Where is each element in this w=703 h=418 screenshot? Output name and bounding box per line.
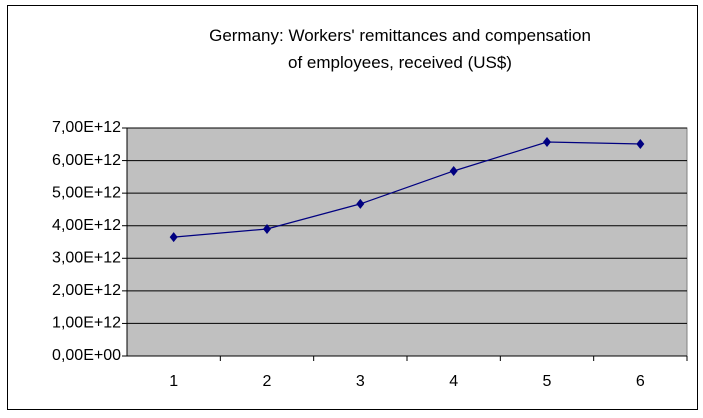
plot-area <box>126 127 688 357</box>
y-tick-label: 6,00E+12 <box>52 152 121 169</box>
data-point <box>636 138 645 149</box>
x-tick-label: 2 <box>263 373 272 390</box>
data-point <box>263 223 271 234</box>
y-tick-label: 3,00E+12 <box>52 250 121 267</box>
data-point <box>449 165 458 176</box>
y-tick-label: 5,00E+12 <box>52 184 121 201</box>
data-point <box>356 198 365 209</box>
y-tick-label: 0,00E+00 <box>52 347 121 364</box>
y-tick-label: 2,00E+12 <box>52 282 121 299</box>
series-line <box>173 141 641 238</box>
data-point <box>543 137 551 148</box>
x-tick-label: 3 <box>356 373 365 390</box>
x-tick-label: 4 <box>449 373 458 390</box>
x-tick-label: 1 <box>169 373 178 390</box>
x-tick-label: 6 <box>636 373 645 390</box>
x-tick-label: 5 <box>543 373 552 390</box>
y-tick-label: 7,00E+12 <box>52 119 121 136</box>
y-tick-label: 4,00E+12 <box>52 217 121 234</box>
chart-title: Germany: Workers' remittances and compen… <box>209 26 591 72</box>
data-point <box>169 232 178 243</box>
y-tick-label: 1,00E+12 <box>52 315 121 332</box>
